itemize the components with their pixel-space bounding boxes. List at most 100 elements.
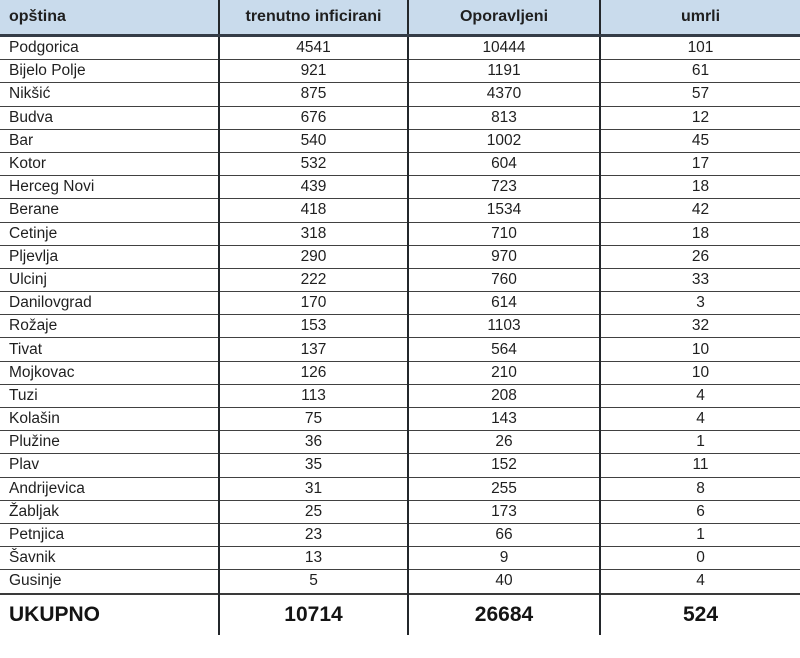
table-row: Mojkovac 126 210 10 xyxy=(0,360,800,385)
municipality-cell: Petnjica xyxy=(0,522,219,547)
recovered-cell: 152 xyxy=(407,453,600,478)
table-row: Ulcinj 222 760 33 xyxy=(0,267,800,292)
recovered-cell: 66 xyxy=(407,522,600,547)
recovered-cell: 255 xyxy=(407,476,600,501)
recovered-cell: 564 xyxy=(407,337,600,362)
deaths-cell: 101 xyxy=(599,35,800,60)
table-row: Cetinje 318 710 18 xyxy=(0,221,800,246)
infected-cell: 75 xyxy=(218,406,408,431)
deaths-cell: 6 xyxy=(599,499,800,524)
recovered-cell: 143 xyxy=(407,406,600,431)
header-deaths: umrli xyxy=(599,0,800,37)
recovered-cell: 710 xyxy=(407,221,600,246)
infected-cell: 23 xyxy=(218,522,408,547)
table-row: Andrijevica 31 255 8 xyxy=(0,476,800,501)
infected-cell: 540 xyxy=(218,128,408,153)
deaths-cell: 4 xyxy=(599,383,800,408)
recovered-cell: 4370 xyxy=(407,82,600,107)
header-row: opština trenutno inficirani Oporavljeni … xyxy=(0,0,800,37)
recovered-cell: 208 xyxy=(407,383,600,408)
deaths-cell: 4 xyxy=(599,569,800,594)
table-row: Pljevlja 290 970 26 xyxy=(0,244,800,269)
table-footer: UKUPNO 10714 26684 524 xyxy=(0,592,800,635)
deaths-cell: 17 xyxy=(599,151,800,176)
deaths-cell: 42 xyxy=(599,198,800,222)
recovered-cell: 760 xyxy=(407,267,600,292)
infected-cell: 113 xyxy=(218,383,408,408)
municipality-cell: Berane xyxy=(0,198,219,222)
deaths-cell: 10 xyxy=(599,360,800,385)
municipality-cell: Ulcinj xyxy=(0,267,219,292)
recovered-cell: 9 xyxy=(407,546,600,570)
municipality-covid-stats-table: opština trenutno inficirani Oporavljeni … xyxy=(0,0,800,635)
deaths-cell: 10 xyxy=(599,337,800,362)
recovered-cell: 614 xyxy=(407,291,600,315)
infected-cell: 31 xyxy=(218,476,408,501)
table-row: Kotor 532 604 17 xyxy=(0,151,800,176)
municipality-cell: Šavnik xyxy=(0,546,219,570)
infected-cell: 153 xyxy=(218,314,408,338)
municipality-cell: Mojkovac xyxy=(0,360,219,385)
municipality-cell: Kotor xyxy=(0,151,219,176)
infected-cell: 318 xyxy=(218,221,408,246)
municipality-cell: Cetinje xyxy=(0,221,219,246)
infected-cell: 222 xyxy=(218,267,408,292)
deaths-cell: 8 xyxy=(599,476,800,501)
recovered-cell: 604 xyxy=(407,151,600,176)
infected-cell: 439 xyxy=(218,175,408,199)
municipality-cell: Kolašin xyxy=(0,406,219,431)
infected-cell: 36 xyxy=(218,430,408,454)
header-recovered: Oporavljeni xyxy=(407,0,600,37)
table-row: Rožaje 153 1103 32 xyxy=(0,314,800,338)
municipality-cell: Tuzi xyxy=(0,383,219,408)
table-row: Danilovgrad 170 614 3 xyxy=(0,291,800,315)
infected-cell: 25 xyxy=(218,499,408,524)
municipality-cell: Plužine xyxy=(0,430,219,454)
municipality-cell: Herceg Novi xyxy=(0,175,219,199)
deaths-cell: 26 xyxy=(599,244,800,269)
infected-cell: 35 xyxy=(218,453,408,478)
table-row: Žabljak 25 173 6 xyxy=(0,499,800,524)
infected-cell: 13 xyxy=(218,546,408,570)
table-header: opština trenutno inficirani Oporavljeni … xyxy=(0,0,800,37)
infected-cell: 126 xyxy=(218,360,408,385)
deaths-cell: 1 xyxy=(599,430,800,454)
infected-cell: 921 xyxy=(218,59,408,83)
municipality-cell: Bijelo Polje xyxy=(0,59,219,83)
recovered-cell: 210 xyxy=(407,360,600,385)
municipality-cell: Danilovgrad xyxy=(0,291,219,315)
municipality-cell: Plav xyxy=(0,453,219,478)
table-row: Šavnik 13 9 0 xyxy=(0,546,800,570)
deaths-cell: 1 xyxy=(599,522,800,547)
municipality-cell: Budva xyxy=(0,105,219,130)
table-row: Nikšić 875 4370 57 xyxy=(0,82,800,107)
recovered-cell: 1534 xyxy=(407,198,600,222)
infected-cell: 418 xyxy=(218,198,408,222)
municipality-cell: Tivat xyxy=(0,337,219,362)
municipality-cell: Pljevlja xyxy=(0,244,219,269)
municipality-cell: Podgorica xyxy=(9,39,79,57)
infected-cell: 4541 xyxy=(218,35,408,60)
deaths-cell: 32 xyxy=(599,314,800,338)
total-label: UKUPNO xyxy=(0,592,219,635)
recovered-cell: 10444 xyxy=(407,35,600,60)
deaths-cell: 57 xyxy=(599,82,800,107)
infected-cell: 676 xyxy=(218,105,408,130)
table-row: Tuzi 113 208 4 xyxy=(0,383,800,408)
total-recovered: 26684 xyxy=(407,592,600,635)
table-row: Berane 418 1534 42 xyxy=(0,198,800,222)
municipality-cell: Gusinje xyxy=(0,569,219,594)
recovered-cell: 40 xyxy=(407,569,600,594)
infected-cell: 875 xyxy=(218,82,408,107)
municipality-cell: Rožaje xyxy=(0,314,219,338)
infected-cell: 5 xyxy=(218,569,408,594)
infected-cell: 170 xyxy=(218,291,408,315)
recovered-cell: 813 xyxy=(407,105,600,130)
deaths-cell: 0 xyxy=(599,546,800,570)
deaths-cell: 33 xyxy=(599,267,800,292)
header-municipality: opština xyxy=(0,0,219,37)
recovered-cell: 970 xyxy=(407,244,600,269)
table-body: Podgorica 4541 10444 101 Bijelo Polje 921 1191… xyxy=(0,35,800,594)
table-row: Podgorica 4541 10444 101 xyxy=(0,35,800,60)
infected-cell: 137 xyxy=(218,337,408,362)
